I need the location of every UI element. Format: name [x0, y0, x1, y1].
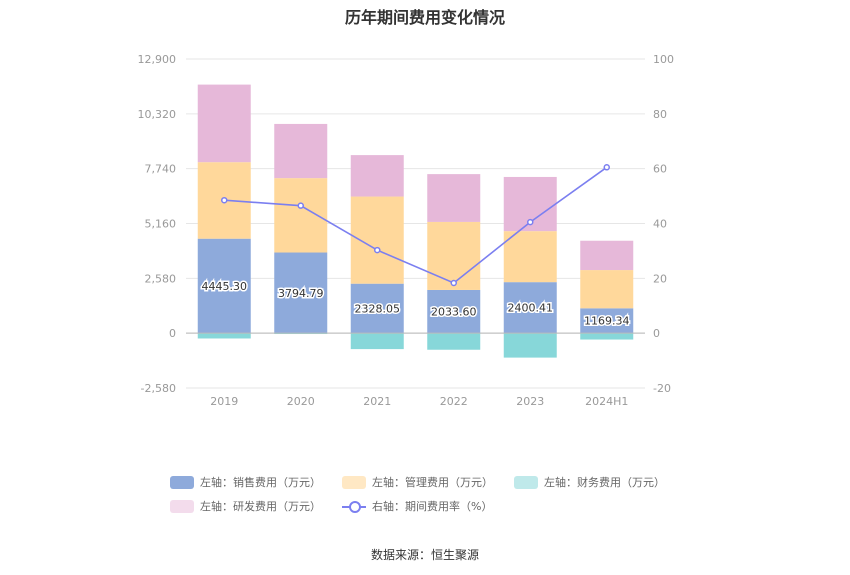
- data-source-note: 数据来源：恒生聚源: [370, 548, 479, 562]
- x-axis-tick-label: 2022: [440, 395, 468, 408]
- left-axis-tick-label: 0: [169, 327, 176, 340]
- bar-value-label: 2033.60: [431, 306, 477, 319]
- legend-label-finance: 左轴：财务费用（万元）: [544, 476, 665, 489]
- bar-segment: [197, 238, 251, 334]
- bar-segment: [197, 333, 251, 339]
- bar-segment: [580, 240, 634, 271]
- bar-segment: [350, 155, 404, 197]
- legend-swatch-finance: [514, 475, 538, 489]
- bar-value-label: 4445.30: [202, 280, 248, 293]
- bar-segment: [427, 333, 481, 350]
- bar-segment: [350, 283, 404, 334]
- right-axis-tick-label: -20: [653, 382, 671, 395]
- legend-row-2: 左轴：研发费用（万元） 右轴：期间费用率（%）: [170, 494, 730, 518]
- legend-item-admin[interactable]: 左轴：管理费用（万元）: [342, 474, 514, 490]
- bar-segment: [503, 282, 557, 334]
- legend-item-finance[interactable]: 左轴：财务费用（万元）: [514, 474, 686, 490]
- left-axis-tick-label: 2,580: [145, 272, 177, 285]
- right-axis-tick-label: 100: [653, 53, 674, 66]
- bar-value-label: 2400.41: [508, 302, 554, 315]
- legend-item-rnd[interactable]: 左轴：研发费用（万元）: [170, 498, 342, 514]
- legend-swatch-admin: [342, 475, 366, 489]
- left-axis-tick-label: -2,580: [141, 382, 176, 395]
- expense-ratio-point: [374, 246, 381, 254]
- bar-segment: [580, 333, 634, 340]
- right-axis-tick-label: 60: [653, 163, 667, 176]
- right-axis-tick-label: 40: [653, 218, 667, 231]
- x-axis-tick-label: 2023: [516, 395, 544, 408]
- bar-segment: [427, 174, 481, 222]
- bar-segment: [350, 333, 404, 350]
- legend-swatch-sales: [170, 475, 194, 489]
- bar-segment: [274, 123, 328, 179]
- bar-segment: [580, 270, 634, 309]
- left-axis-tick-label: 10,320: [138, 108, 177, 121]
- bar-segment: [427, 221, 481, 290]
- legend-item-expense-ratio[interactable]: 右轴：期间费用率（%）: [342, 498, 514, 514]
- right-axis-tick-label: 80: [653, 108, 667, 121]
- x-axis-tick-label: 2024H1: [585, 395, 628, 408]
- right-axis-tick-label: 20: [653, 272, 667, 285]
- bar-segment: [503, 231, 557, 283]
- left-axis-tick-label: 12,900: [138, 53, 177, 66]
- legend-label-expense-ratio: 右轴：期间费用率（%）: [372, 500, 493, 513]
- legend-item-sales[interactable]: 左轴：销售费用（万元）: [170, 474, 342, 490]
- bar-value-label: 2328.05: [355, 302, 401, 315]
- expense-ratio-point: [297, 202, 304, 209]
- legend-label-rnd: 左轴：研发费用（万元）: [200, 500, 321, 513]
- bar-segment: [274, 252, 328, 334]
- bar-segment: [580, 308, 634, 334]
- bar-segment: [427, 289, 481, 334]
- expense-ratio-point: [450, 279, 457, 287]
- expense-ratio-point: [527, 218, 534, 226]
- chart-canvas: 12,900 10,320 7,740 5,160 2,580 0 -2,580 100 80 6…: [138, 53, 675, 408]
- bar-value-label: 1169.34: [584, 315, 630, 328]
- left-axis-tick-label: 7,740: [145, 163, 177, 176]
- x-axis-tick-label: 2021: [363, 395, 391, 408]
- x-axis-tick-label: 2019: [210, 395, 238, 408]
- legend-line-marker-icon: [342, 500, 366, 513]
- chart-legend: 左轴：销售费用（万元） 左轴：管理费用（万元） 左轴：财务费用（万元） 左轴：研…: [170, 470, 730, 518]
- expense-ratio-line: [224, 166, 608, 284]
- chart-title: 历年期间费用变化情况: [344, 8, 505, 27]
- legend-swatch-rnd: [170, 499, 194, 513]
- expense-ratio-point: [603, 164, 610, 171]
- bar-segment: [503, 333, 557, 358]
- x-axis-tick-label: 2020: [287, 395, 315, 408]
- left-axis-tick-label: 5,160: [145, 218, 177, 231]
- expense-ratio-point: [221, 196, 228, 204]
- right-axis-tick-label: 0: [653, 327, 660, 340]
- legend-row-1: 左轴：销售费用（万元） 左轴：管理费用（万元） 左轴：财务费用（万元）: [170, 470, 730, 494]
- bar-value-label: 3794.79: [278, 287, 324, 300]
- legend-label-sales: 左轴：销售费用（万元）: [200, 476, 321, 489]
- bar-segment: [197, 84, 251, 163]
- bar-segment: [274, 178, 328, 253]
- legend-label-admin: 左轴：管理费用（万元）: [372, 476, 493, 489]
